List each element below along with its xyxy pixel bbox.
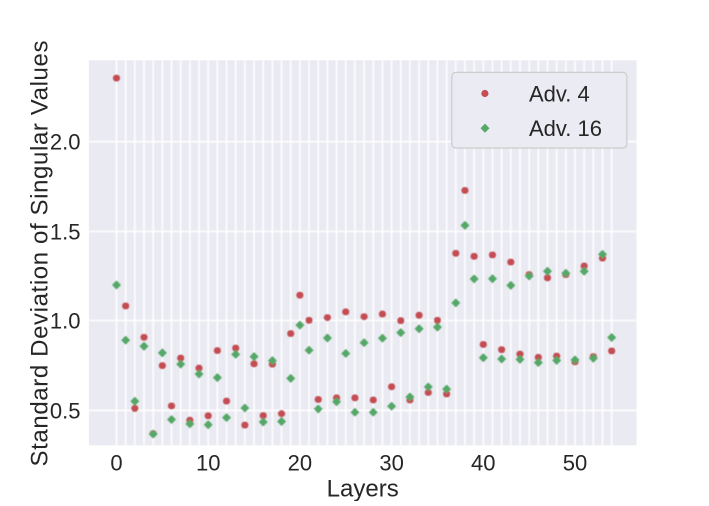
- svg-text:40: 40: [471, 451, 495, 476]
- svg-text:10: 10: [196, 451, 220, 476]
- svg-text:0: 0: [110, 451, 122, 476]
- svg-text:20: 20: [288, 451, 312, 476]
- svg-text:Layers: Layers: [327, 476, 399, 502]
- svg-text:50: 50: [563, 451, 587, 476]
- svg-text:Adv. 16: Adv. 16: [529, 116, 602, 141]
- svg-text:0.5: 0.5: [50, 398, 81, 423]
- svg-text:2.0: 2.0: [50, 130, 81, 155]
- svg-text:Standard Deviation of Singular: Standard Deviation of Singular Values: [27, 41, 54, 467]
- svg-text:Adv. 4: Adv. 4: [529, 81, 590, 106]
- svg-text:30: 30: [379, 451, 403, 476]
- svg-text:1.0: 1.0: [50, 308, 81, 333]
- svg-text:1.5: 1.5: [50, 219, 81, 244]
